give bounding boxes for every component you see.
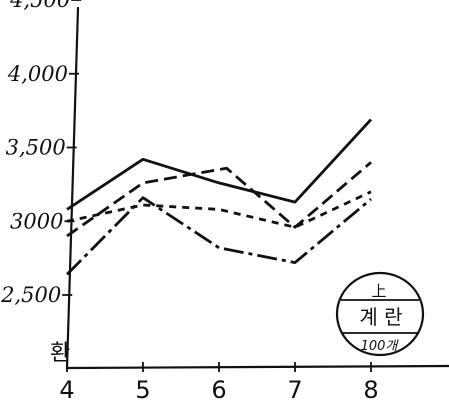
stamp-middle-text: 계 란	[359, 305, 402, 329]
x-tick-label: 4	[59, 376, 74, 404]
y-tick-label: 3000	[10, 209, 63, 233]
y-tick-label: 4,000	[7, 62, 68, 86]
y-tick-label: 3,500	[6, 136, 66, 160]
series-line-short-dashed	[66, 190, 372, 229]
x-tick-label: 5	[135, 376, 150, 404]
stamp-bottom-text: 100개	[361, 339, 400, 354]
y-tick-label: 2,500	[0, 283, 61, 307]
x-tick-label: 7	[287, 376, 302, 404]
series-line-dash-dot	[66, 196, 372, 276]
data-series	[66, 118, 373, 276]
x-tick-label: 6	[211, 376, 226, 404]
y-unit-label: 환	[50, 341, 70, 366]
y-tick-label: 4,500	[9, 0, 70, 12]
chart-axes	[65, 6, 449, 370]
stamp-outer-circle	[335, 271, 425, 357]
x-tick-label: 8	[363, 376, 378, 404]
x-axis	[65, 364, 449, 370]
egg-price-stamp: 上 계 란 100개	[335, 271, 425, 357]
series-line-solid	[66, 118, 373, 211]
y-ticks: 2,500 3000 3,500 4,000 4,500	[0, 0, 82, 307]
y-axis	[65, 6, 80, 370]
x-ticks: 4 5 6 7 8	[59, 362, 379, 404]
series-line-dashed	[66, 161, 372, 238]
stamp-top-text: 上	[371, 282, 386, 300]
